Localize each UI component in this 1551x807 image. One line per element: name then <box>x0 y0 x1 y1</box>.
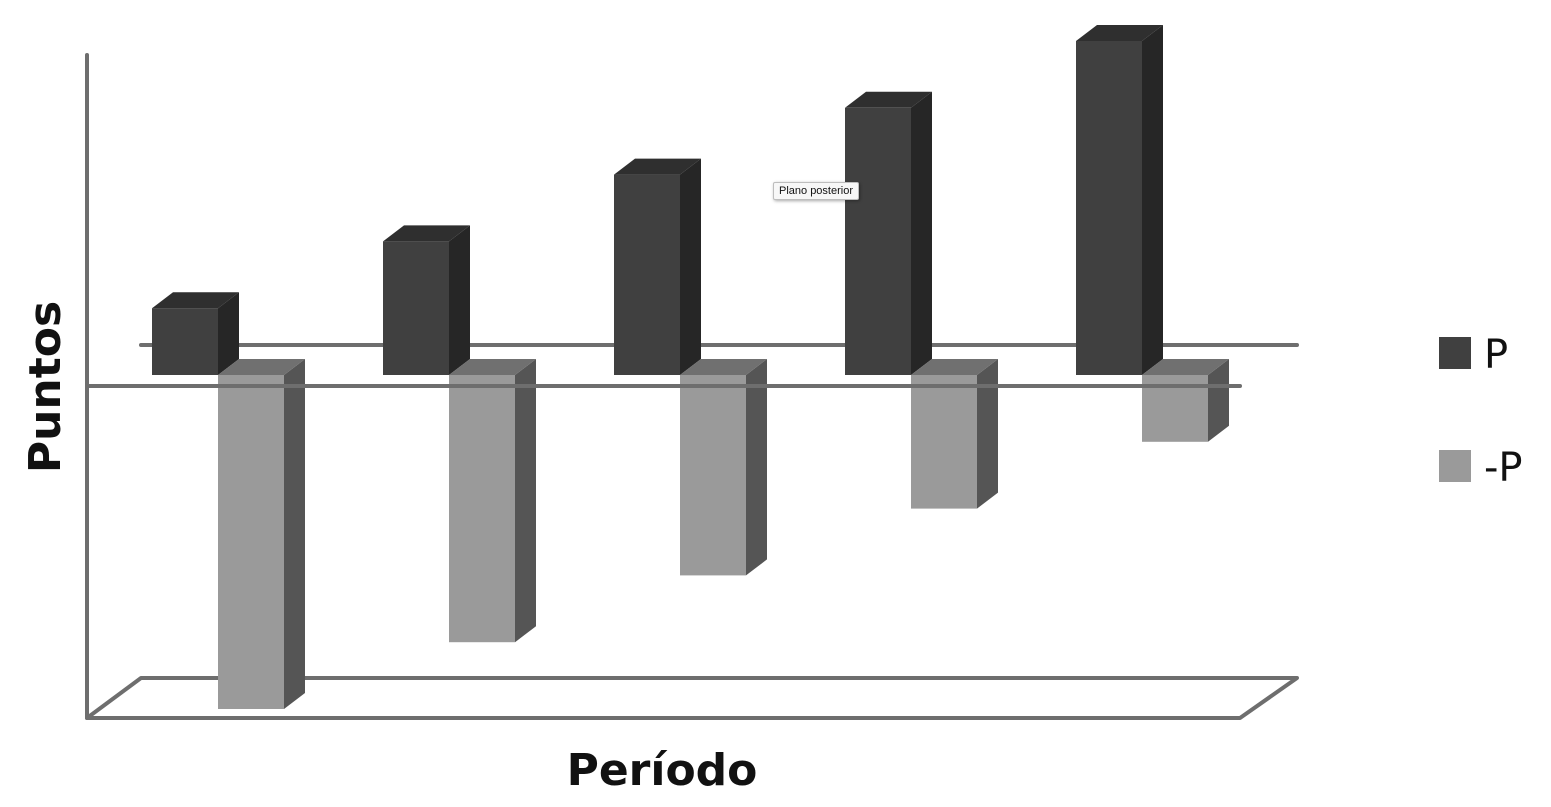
bar-top-face <box>1142 359 1229 375</box>
bar-front-face <box>1076 41 1142 375</box>
legend-label-neg-p: -P <box>1484 445 1523 491</box>
bar-side-face <box>746 359 767 576</box>
bar-front-face <box>383 241 449 375</box>
bar-side-face <box>1142 25 1163 375</box>
bar-front-face <box>449 375 515 643</box>
legend-swatch-p <box>1439 337 1471 369</box>
legend-label-p: P <box>1484 332 1508 378</box>
bar-top-face <box>680 359 767 375</box>
chart-bars <box>152 25 1229 709</box>
bar-front-face <box>218 375 284 709</box>
bar-neg-p-1 <box>218 359 305 709</box>
bar-p-2 <box>383 225 470 375</box>
bar-neg-p-3 <box>680 359 767 576</box>
bar-side-face <box>680 158 701 375</box>
floor-plane <box>85 676 1299 720</box>
bar-side-face <box>284 359 305 709</box>
bar-side-face <box>1208 359 1229 442</box>
bar-top-face <box>614 158 701 175</box>
bar-front-face <box>845 107 911 376</box>
bar-side-face <box>449 225 470 375</box>
bar-front-face <box>152 308 218 375</box>
bar-top-face <box>845 91 932 108</box>
legend-swatch-neg-p <box>1439 450 1471 482</box>
legend: P -P <box>1439 332 1523 491</box>
y-axis-title: Puntos <box>20 301 71 473</box>
bar-front-face <box>911 375 977 509</box>
bar-top-face <box>1076 25 1163 41</box>
bar-p-5 <box>1076 25 1163 375</box>
tooltip-plano-posterior: Plano posterior <box>773 182 859 200</box>
bar-side-face <box>515 359 536 643</box>
bar-top-face <box>152 292 239 309</box>
bar-p-4 <box>845 91 932 376</box>
bar-p-3 <box>614 158 701 375</box>
bar-top-face <box>911 359 998 375</box>
bar-top-face <box>383 225 470 242</box>
bar-front-face <box>680 375 746 576</box>
bar-top-face <box>449 359 536 375</box>
bar-side-face <box>218 292 239 375</box>
bar-front-face <box>614 174 680 375</box>
bar-neg-p-5 <box>1142 359 1229 442</box>
bar-side-face <box>977 359 998 509</box>
bar-neg-p-4 <box>911 359 998 509</box>
bar-p-1 <box>152 292 239 375</box>
x-axis-title: Período <box>567 745 758 796</box>
bar-neg-p-2 <box>449 359 536 643</box>
bar-side-face <box>911 91 932 376</box>
bar-top-face <box>218 359 305 375</box>
